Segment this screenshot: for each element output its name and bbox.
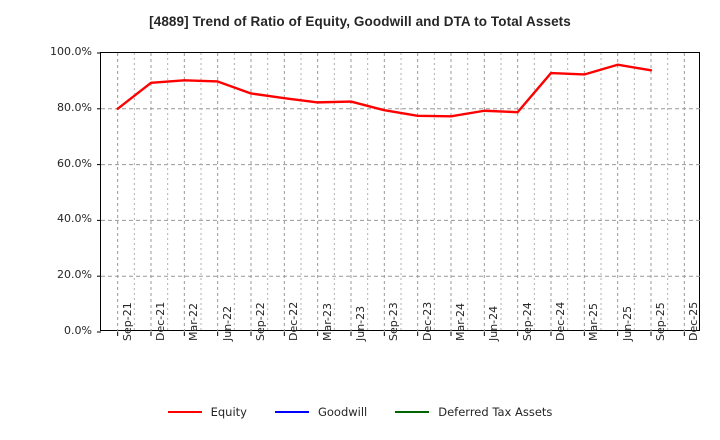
plot-area xyxy=(97,52,701,336)
legend-item-deferred-tax-assets[interactable]: Deferred Tax Assets xyxy=(395,405,552,419)
legend-label: Goodwill xyxy=(317,405,368,419)
legend-swatch-icon xyxy=(395,411,430,413)
y-axis-tick-label: 0.0% xyxy=(64,324,92,337)
legend-label: Equity xyxy=(210,405,247,419)
y-axis-tick-labels: 0.0% 20.0% 40.0% 60.0% 80.0% 100.0% xyxy=(28,0,92,440)
x-axis-tick-label: Jun-25 xyxy=(620,305,634,341)
legend-label: Deferred Tax Assets xyxy=(438,405,553,419)
y-axis-tick-label: 60.0% xyxy=(57,156,92,170)
y-axis-tick-label: 100.0% xyxy=(50,45,92,58)
x-axis-tick-label: Mar-22 xyxy=(187,302,201,341)
x-axis-tick-label: Jun-23 xyxy=(354,305,367,341)
x-axis-tick-label: Jun-22 xyxy=(220,305,234,341)
x-axis-tick-label: Mar-24 xyxy=(454,302,467,341)
x-axis-tick-label: Mar-23 xyxy=(320,302,334,341)
legend-swatch-icon xyxy=(274,411,309,413)
x-axis-tick-label: Mar-25 xyxy=(587,302,601,341)
chart-legend: Equity Goodwill Deferred Tax Assets xyxy=(0,405,720,419)
x-axis-tick-label: Sep-24 xyxy=(520,302,534,341)
grid-lines xyxy=(97,52,701,336)
x-axis-tick-label: Dec-24 xyxy=(554,301,567,341)
y-axis-tick-label: 20.0% xyxy=(57,268,92,282)
x-axis-tick-label: Dec-22 xyxy=(287,301,301,341)
x-axis-tick-label: Sep-23 xyxy=(387,302,401,341)
chart-title: [4889] Trend of Ratio of Equity, Goodwil… xyxy=(149,14,571,29)
legend-item-equity[interactable]: Equity xyxy=(167,405,247,419)
series-line-equity xyxy=(116,63,653,118)
legend-item-goodwill[interactable]: Goodwill xyxy=(274,405,368,419)
series-lines xyxy=(116,63,653,118)
x-axis-tick-label: Dec-25 xyxy=(687,301,701,341)
x-axis-tick-label: Sep-22 xyxy=(254,302,267,341)
y-axis-tick-label: 80.0% xyxy=(57,100,92,114)
x-axis-tick-label: Jun-24 xyxy=(487,305,501,341)
x-axis-tick-label: Dec-23 xyxy=(420,301,434,341)
x-axis-tick-label: Sep-25 xyxy=(654,302,667,341)
legend-swatch-icon xyxy=(167,411,202,413)
x-axis-tick-label: Sep-21 xyxy=(120,302,134,341)
x-axis-tick-label: Dec-21 xyxy=(154,301,167,341)
y-axis-tick-label: 40.0% xyxy=(57,212,92,226)
